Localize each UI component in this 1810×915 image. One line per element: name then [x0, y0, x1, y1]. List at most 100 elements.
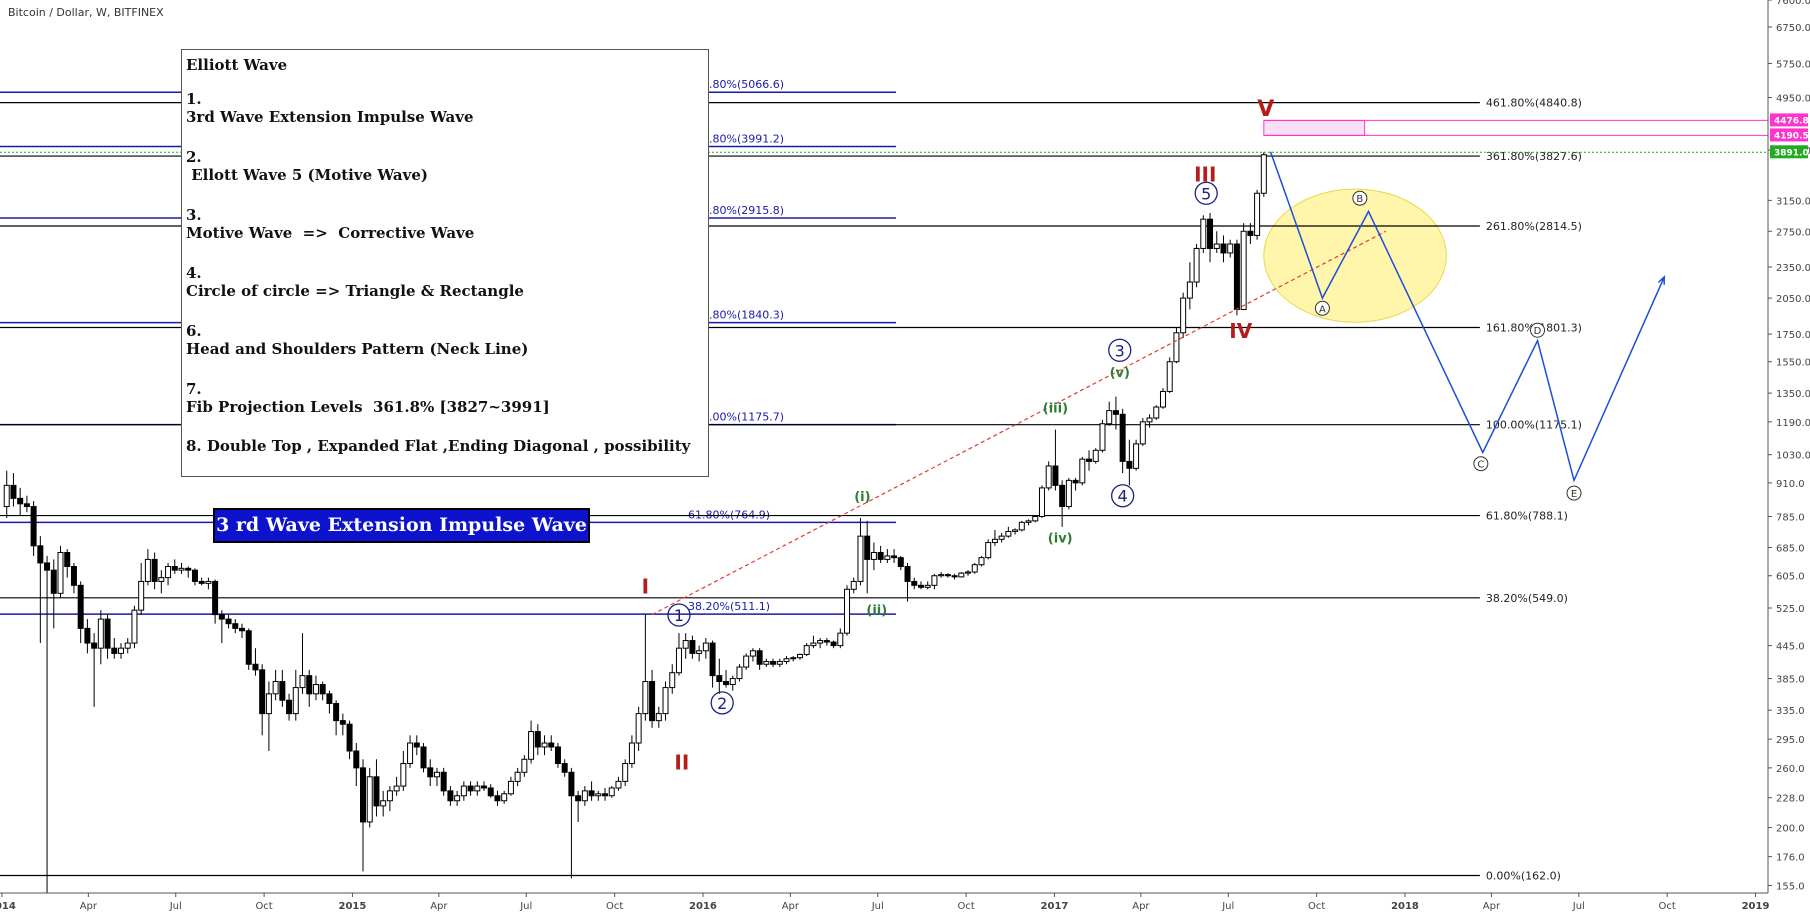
candle-body [312, 684, 319, 695]
candle-body [360, 767, 367, 823]
candle-body [1025, 520, 1032, 523]
wave-label-sub: (iii) [1043, 401, 1068, 416]
candle-body [1012, 529, 1019, 532]
candle-body [581, 790, 588, 802]
wave-label-sub: (iv) [1048, 532, 1073, 547]
note-item: 1. 3rd Wave Extension Impulse Wave [186, 91, 704, 127]
candle-body [44, 562, 51, 571]
note-text: Ellott Wave 5 (Motive Wave) [186, 166, 428, 184]
wave-label-minor: 4 [1118, 487, 1128, 506]
candle-body [864, 535, 871, 560]
candle-body [823, 640, 830, 643]
price-tick-label: 228.0 [1776, 794, 1805, 805]
projection-point-circle [1473, 456, 1489, 472]
note-text: 3rd Wave Extension Impulse Wave [186, 108, 474, 126]
candle-body [608, 787, 615, 797]
candle-body [165, 566, 172, 579]
price-marker-box [1770, 128, 1808, 142]
wave-circle [1108, 338, 1132, 362]
price-tick-label: 1190.0 [1776, 418, 1810, 429]
projection-point-label: A [1319, 304, 1326, 315]
candle-body [575, 795, 582, 802]
candle-body [50, 569, 57, 594]
candle-body [1220, 243, 1227, 254]
candle-body [1153, 406, 1160, 419]
candle-body [696, 650, 703, 654]
candle-body [877, 552, 884, 560]
dashed-trendline [651, 230, 1387, 616]
wave-circle [667, 603, 691, 627]
candle-body [279, 681, 286, 701]
candle-body [474, 785, 481, 792]
candle-body [548, 742, 555, 748]
candle-body [3, 484, 10, 508]
wave-label-sub: (i) [854, 490, 870, 505]
time-tick-label: Apr [80, 901, 98, 912]
projection-line [1269, 151, 1665, 483]
candle-body [1119, 413, 1126, 462]
candle-body [554, 746, 561, 765]
note-text: Head and Shoulders Pattern (Neck Line) [186, 340, 529, 358]
candles [3, 152, 1267, 893]
notes-title: Elliott Wave [186, 56, 288, 74]
fib-label-black: 100.00%(1175.1) [1486, 419, 1582, 432]
yellow-ellipse [1263, 188, 1447, 323]
candle-body [971, 564, 978, 573]
candle-body [252, 663, 259, 671]
candle-body [413, 742, 420, 748]
candle-body [427, 767, 434, 778]
price-tick-label: 1750.0 [1776, 330, 1810, 341]
fib-label-blue: 461.80%(5066.6) [688, 78, 784, 91]
candle-body [917, 584, 924, 588]
candle-body [796, 653, 803, 659]
candle-body [568, 771, 575, 797]
wave-label-major: II [674, 751, 689, 775]
candle-body [709, 642, 716, 677]
candle-body [259, 669, 266, 715]
candle-body [830, 641, 837, 647]
candle-body [487, 787, 494, 797]
candle-body [669, 672, 676, 689]
time-tick-label: Apr [430, 901, 448, 912]
price-marker-box [1770, 113, 1808, 127]
candle-body [985, 542, 992, 559]
candle-body [306, 675, 313, 695]
wave-label-minor: 5 [1201, 184, 1211, 203]
price-tick-label: 260.0 [1776, 764, 1805, 775]
note-text: Circle of circle => Triangle & Rectangle [186, 282, 524, 300]
candle-body [1079, 458, 1086, 484]
candle-body [1086, 458, 1093, 462]
candle-body [198, 580, 205, 584]
price-tick-label: 6750.0 [1776, 23, 1810, 34]
candle-body [319, 684, 326, 695]
note-text: Motive Wave => Corrective Wave [186, 224, 475, 242]
candle-body [1092, 449, 1099, 462]
time-tick-label: 2016 [689, 901, 717, 912]
note-number: 4. [186, 264, 202, 282]
time-tick-label: Jul [871, 901, 884, 912]
projection-point-label: B [1356, 194, 1363, 205]
candle-body [870, 552, 877, 560]
time-tick-label: Apr [1483, 901, 1501, 912]
candle-body [64, 552, 71, 568]
price-marker-label: 4476.8 [1774, 116, 1809, 126]
candle-body [837, 632, 844, 647]
candle-body [373, 776, 380, 807]
candle-body [420, 746, 427, 769]
time-tick-label: Jul [169, 901, 182, 912]
note-item: 3. Motive Wave => Corrective Wave [186, 207, 704, 243]
wave-circle [1110, 484, 1135, 508]
candle-body [454, 795, 461, 802]
candle-body [393, 785, 400, 792]
candle-body [783, 658, 790, 662]
fib-label-black: 261.80%(2814.5) [1486, 220, 1582, 233]
fib-label-blue: 261.80%(2915.8) [688, 204, 784, 217]
candle-body [628, 742, 635, 765]
fib-label-black: 0.00%(162.0) [1486, 869, 1561, 882]
candle-body [1126, 460, 1133, 469]
candle-body [131, 609, 138, 644]
candle-body [151, 558, 158, 582]
price-tick-label: 7600.0 [1776, 0, 1810, 7]
